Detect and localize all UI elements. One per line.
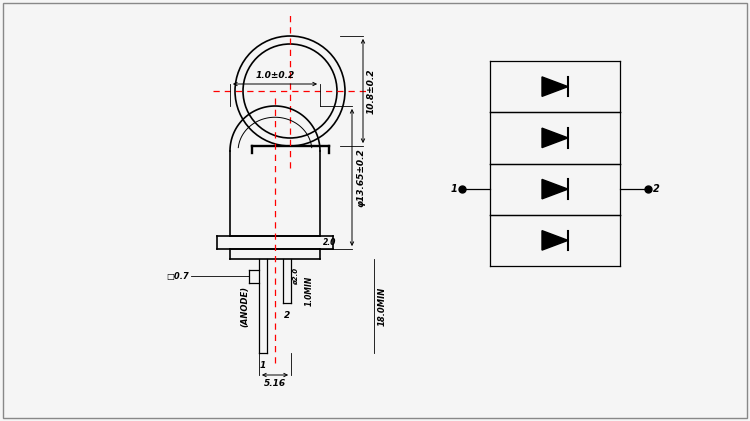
Text: 1.0MIN: 1.0MIN xyxy=(305,276,314,306)
Polygon shape xyxy=(542,77,568,96)
Polygon shape xyxy=(542,179,568,199)
Text: 1.0±0.2: 1.0±0.2 xyxy=(255,71,295,80)
Text: 5.16: 5.16 xyxy=(264,379,286,388)
Text: 1: 1 xyxy=(450,184,457,194)
Text: φ13.65±0.2: φ13.65±0.2 xyxy=(356,148,365,207)
Polygon shape xyxy=(542,128,568,148)
Text: ø2.0: ø2.0 xyxy=(293,267,299,285)
Polygon shape xyxy=(542,231,568,250)
Text: 1: 1 xyxy=(260,361,266,370)
Text: 18.0MIN: 18.0MIN xyxy=(378,286,387,325)
Text: (ANODE): (ANODE) xyxy=(241,285,250,327)
Text: 2: 2 xyxy=(653,184,660,194)
Text: 2.0: 2.0 xyxy=(323,238,336,247)
Text: 10.8±0.2: 10.8±0.2 xyxy=(367,68,376,114)
Text: 2: 2 xyxy=(284,311,290,320)
Text: □0.7: □0.7 xyxy=(166,272,189,280)
